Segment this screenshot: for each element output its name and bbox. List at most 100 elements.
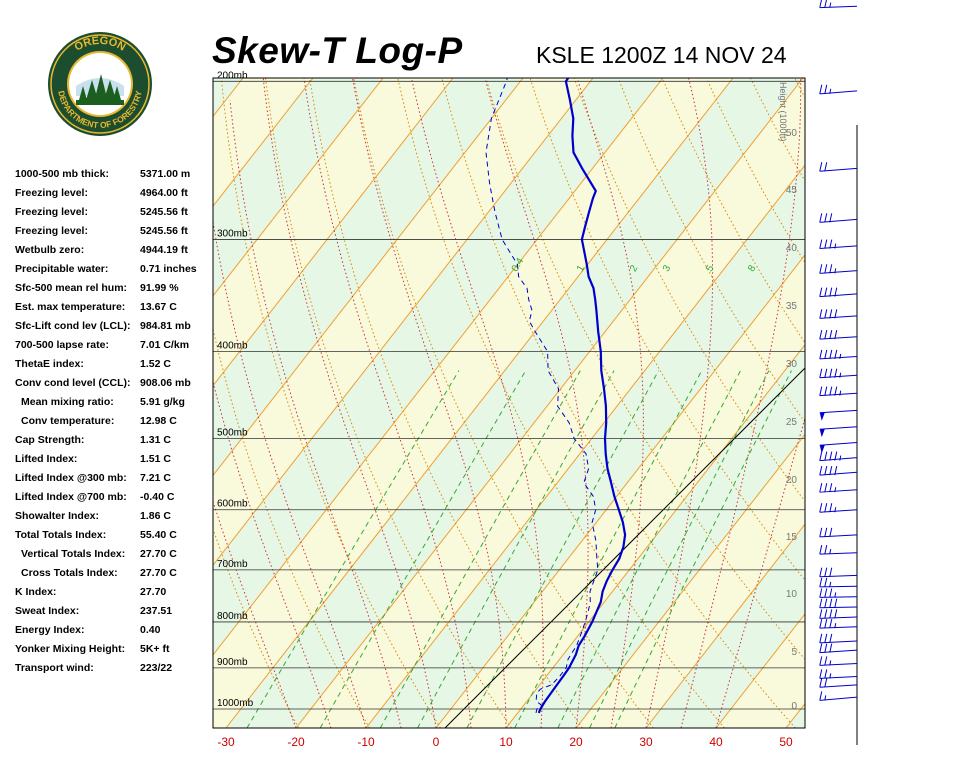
wind-barb-shaft (819, 374, 858, 379)
index-value: 4964.00 ft (140, 187, 188, 199)
moist-adiabat (213, 499, 297, 728)
wind-barb-feather (829, 330, 833, 340)
index-label: Est. max temperature: (15, 301, 126, 313)
wind-barb-shaft (819, 663, 858, 666)
index-label: Lifted Index: (15, 453, 78, 465)
wind-barb-shaft (819, 270, 858, 274)
mixing-ratio-label: 1 (575, 263, 588, 274)
wind-barb-shaft (819, 442, 858, 446)
wind-barb-half-feather (834, 622, 837, 629)
index-label: Freezing level: (15, 206, 88, 218)
mixing-ratio-label: 2 (628, 263, 641, 274)
wind-barb-shaft (819, 426, 858, 430)
wind-barb-feather (819, 162, 823, 172)
wind-barb-feather (819, 264, 823, 274)
wind-barb-half-feather (839, 390, 842, 396)
wind-barb-feather (819, 656, 823, 666)
wind-barb-flag (819, 412, 825, 421)
index-label: Cross Totals Index: (21, 567, 118, 579)
wind-barb-flag (819, 429, 825, 438)
wind-barb-feather (824, 678, 828, 688)
wind-barb-feather (824, 466, 828, 476)
wind-barb-feather (824, 633, 828, 643)
index-label: Transport wind: (15, 662, 94, 674)
isotherm-band (213, 78, 243, 117)
isotherm-line (225, 78, 734, 728)
wind-barb-half-feather (839, 455, 842, 461)
wind-barb-half-feather (829, 581, 832, 587)
wind-barb-feather (824, 656, 828, 666)
wind-barb-feather (819, 0, 822, 8)
index-value: 55.40 C (140, 529, 177, 541)
index-label: Freezing level: (15, 225, 88, 237)
wind-barb-feather (819, 633, 823, 643)
wind-barb-shaft (819, 457, 858, 462)
wind-barb-feather (834, 368, 838, 378)
height-tick-label: 0 (791, 701, 797, 712)
wind-barb-feather (834, 466, 838, 476)
index-label: Conv cond level (CCL): (15, 377, 131, 389)
index-label: Yonker Mixing Height: (15, 643, 126, 655)
isobar-label: 800mb (217, 611, 248, 622)
index-label: 1000-500 mb thick: (15, 168, 109, 180)
wind-barb-shaft (819, 355, 858, 360)
index-label: Sfc-Lift cond lev (LCL): (15, 320, 131, 332)
wind-barb-feather (824, 483, 828, 493)
isotherm-line (213, 78, 384, 297)
wind-barb-half-feather (834, 243, 837, 249)
moist-adiabat (262, 78, 437, 728)
mixing-ratio-line (319, 370, 527, 728)
wind-barb-feather (819, 386, 823, 396)
moist-adiabat (213, 380, 332, 728)
isotherm-line (365, 164, 805, 728)
wind-barb-feather (829, 466, 833, 476)
wind-barb-feather (824, 588, 828, 598)
dry-adiabat (948, 0, 960, 728)
wind-barb-shaft (819, 245, 858, 250)
wind-barb-feather (824, 239, 828, 249)
index-value: 5371.00 m (140, 168, 191, 180)
wind-barb-feather (829, 598, 833, 608)
wind-barb-feather (834, 386, 838, 396)
mixing-ratio-line (614, 370, 792, 728)
wind-barb-feather (819, 669, 823, 679)
index-value: 4944.19 ft (140, 244, 188, 256)
index-value: 7.01 C/km (140, 339, 190, 351)
station-time-label: KSLE 1200Z 14 NOV 24 (536, 42, 787, 68)
dry-adiabat (785, 0, 960, 728)
wind-barb-feather (824, 162, 828, 172)
wind-barbs (819, 0, 858, 701)
wind-barb-shaft (819, 392, 858, 397)
wind-barb-feather (819, 213, 823, 223)
wind-barb-shaft (819, 167, 858, 172)
wind-barb-feather (824, 609, 828, 619)
wind-barb-feather (829, 609, 833, 619)
wind-barb-half-feather (829, 548, 832, 555)
height-tick-label: 10 (786, 589, 798, 600)
x-tick-label: 10 (499, 735, 513, 749)
wind-barb-shaft (819, 90, 858, 95)
wind-barb-feather (824, 618, 828, 629)
wind-barb-feather (824, 643, 828, 653)
index-value: 7.21 C (140, 472, 171, 484)
index-label: Energy Index: (15, 624, 85, 636)
wind-barb-feather (824, 386, 828, 396)
wind-barb-feather (819, 598, 823, 608)
wind-barb-feather (819, 287, 823, 297)
index-value: 1.86 C (140, 510, 171, 522)
isobar-label: 600mb (217, 499, 248, 510)
wind-barb-feather (829, 483, 833, 493)
plot-area: 0.4 1 2 3 5 8 (213, 0, 960, 728)
wind-barb-feather (829, 503, 833, 513)
moist-adiabat (303, 78, 472, 728)
wind-barb-feather (819, 330, 823, 340)
index-value: 1.52 C (140, 358, 171, 370)
index-value: 13.67 C (140, 301, 177, 313)
height-tick-label: 40 (786, 243, 798, 254)
wind-barb-shaft (819, 336, 858, 340)
isobar-label: 1000mb (217, 698, 254, 709)
wind-barb-feather (829, 287, 833, 297)
index-label: Sweat Index: (15, 605, 80, 617)
wind-barb-feather (819, 309, 823, 319)
wind-barb-feather (824, 598, 828, 608)
